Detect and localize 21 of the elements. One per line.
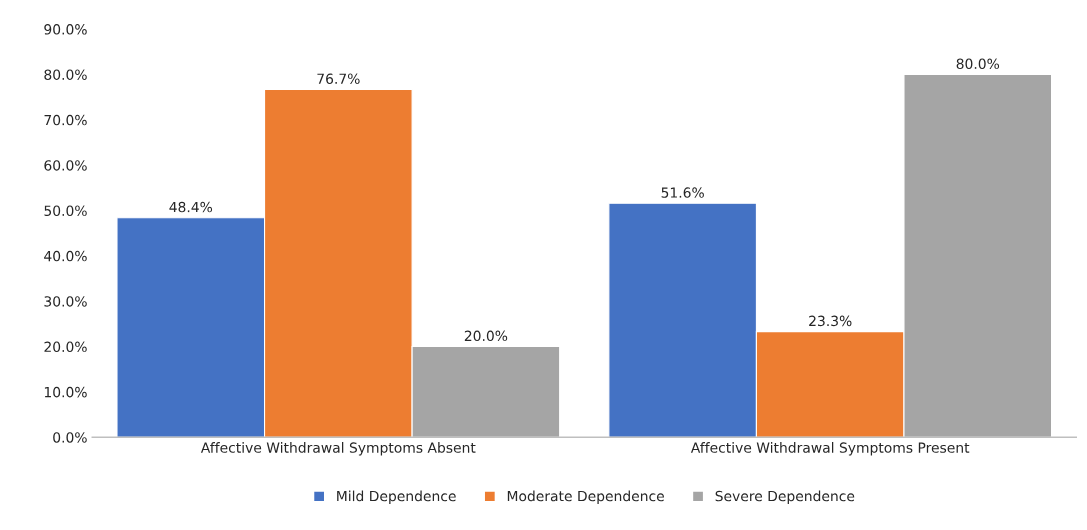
y-tick-label: 0.0% bbox=[53, 432, 87, 443]
data-label: 23.3% bbox=[809, 315, 852, 327]
y-tick-label: 50.0% bbox=[44, 205, 87, 216]
legend-label: Severe Dependence bbox=[715, 490, 855, 504]
y-tick-label: 30.0% bbox=[44, 296, 87, 307]
data-label: 80.0% bbox=[956, 58, 1000, 70]
data-label: 48.4% bbox=[169, 201, 213, 213]
y-tick-label: 80.0% bbox=[44, 69, 87, 80]
y-tick-label: 90.0% bbox=[44, 24, 87, 35]
x-tick-label: Affective Withdrawal Symptoms Present bbox=[690, 442, 970, 456]
legend-label: Mild Dependence bbox=[337, 490, 456, 504]
y-tick-label: 40.0% bbox=[44, 250, 87, 262]
data-label: 51.6% bbox=[661, 187, 704, 198]
data-label: 76.7% bbox=[317, 73, 360, 84]
y-tick-label: 20.0% bbox=[44, 341, 87, 353]
y-tick-label: 10.0% bbox=[44, 386, 87, 398]
data-label: 20.0% bbox=[464, 330, 508, 342]
x-tick-label: Affective Withdrawal Symptoms Absent bbox=[200, 442, 476, 456]
y-tick-label: 60.0% bbox=[44, 160, 87, 171]
y-tick-label: 70.0% bbox=[44, 114, 87, 126]
legend-label: Moderate Dependence bbox=[507, 490, 664, 504]
